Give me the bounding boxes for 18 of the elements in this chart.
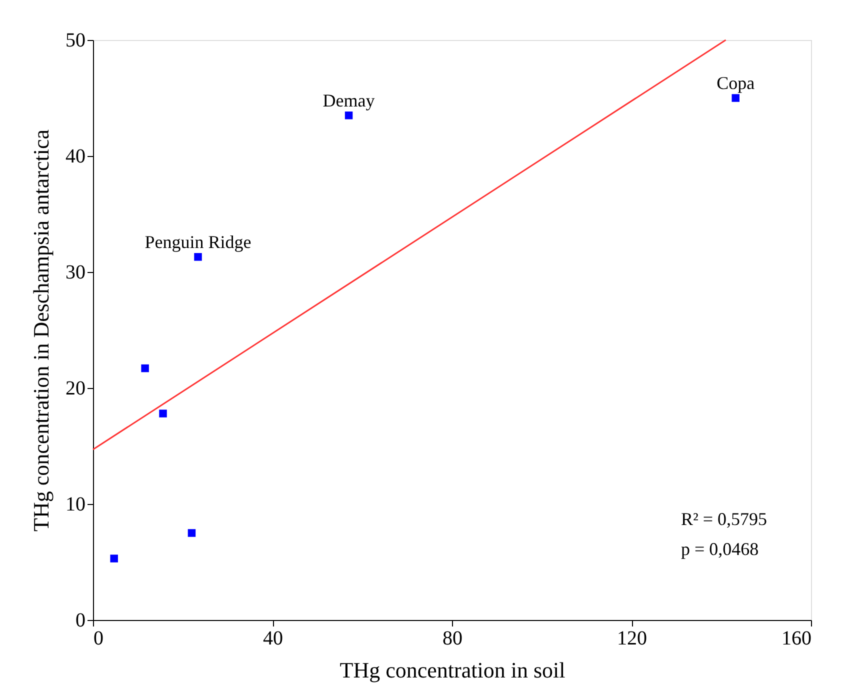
y-tick-label: 50 bbox=[66, 30, 86, 52]
annotation: p = 0,0468 bbox=[681, 539, 759, 559]
y-tick-label: 0 bbox=[76, 610, 86, 632]
annotation: Penguin Ridge bbox=[144, 232, 252, 252]
x-tick-label: 0 bbox=[94, 628, 104, 650]
y-axis-title: THg concentration in Deschampsia antarctica bbox=[28, 129, 54, 532]
annotation: R² = 0,5795 bbox=[681, 509, 768, 529]
annotation: Demay bbox=[322, 90, 375, 110]
x-tick-label: 160 bbox=[782, 628, 812, 650]
annotation: Copa bbox=[716, 73, 755, 93]
x-axis-title: THg concentration in soil bbox=[340, 658, 566, 682]
y-tick-label: 20 bbox=[66, 378, 86, 400]
x-tick-label: 80 bbox=[442, 628, 462, 650]
y-tick-label: 30 bbox=[66, 262, 86, 284]
y-tick-label: 10 bbox=[66, 494, 86, 516]
x-tick-label: 120 bbox=[617, 628, 647, 650]
y-tick-label: 40 bbox=[66, 146, 86, 168]
x-tick-label: 40 bbox=[263, 628, 283, 650]
